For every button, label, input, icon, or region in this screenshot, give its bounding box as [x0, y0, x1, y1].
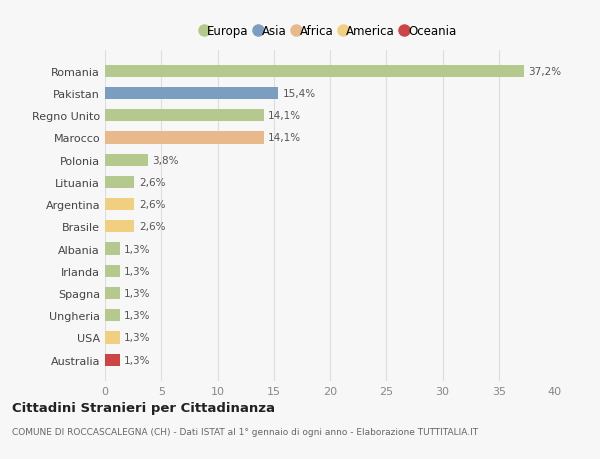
Text: 14,1%: 14,1%: [268, 111, 301, 121]
Text: 1,3%: 1,3%: [124, 288, 151, 298]
Text: 2,6%: 2,6%: [139, 200, 165, 210]
Text: Cittadini Stranieri per Cittadinanza: Cittadini Stranieri per Cittadinanza: [12, 401, 275, 414]
Bar: [105, 154, 148, 167]
Text: 2,6%: 2,6%: [139, 178, 165, 187]
Text: 1,3%: 1,3%: [124, 355, 151, 365]
Legend: Europa, Asia, Africa, America, Oceania: Europa, Asia, Africa, America, Oceania: [204, 25, 456, 38]
Bar: [105, 132, 263, 144]
Text: 1,3%: 1,3%: [124, 266, 151, 276]
Text: 1,3%: 1,3%: [124, 333, 151, 343]
Text: 14,1%: 14,1%: [268, 133, 301, 143]
Text: 15,4%: 15,4%: [283, 89, 316, 99]
Bar: [105, 243, 119, 255]
Text: 37,2%: 37,2%: [528, 67, 561, 77]
Bar: [105, 110, 263, 122]
Text: COMUNE DI ROCCASCALEGNA (CH) - Dati ISTAT al 1° gennaio di ogni anno - Elaborazi: COMUNE DI ROCCASCALEGNA (CH) - Dati ISTA…: [12, 427, 478, 436]
Bar: [105, 331, 119, 344]
Text: 1,3%: 1,3%: [124, 311, 151, 320]
Bar: [105, 287, 119, 299]
Bar: [105, 354, 119, 366]
Text: 1,3%: 1,3%: [124, 244, 151, 254]
Bar: [105, 88, 278, 100]
Bar: [105, 265, 119, 277]
Bar: [105, 221, 134, 233]
Bar: [105, 199, 134, 211]
Text: 2,6%: 2,6%: [139, 222, 165, 232]
Text: 3,8%: 3,8%: [152, 155, 179, 165]
Bar: [105, 176, 134, 189]
Bar: [105, 309, 119, 322]
Bar: [105, 66, 523, 78]
